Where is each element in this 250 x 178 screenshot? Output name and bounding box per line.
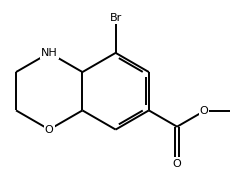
Text: O: O — [199, 106, 208, 116]
Text: O: O — [173, 159, 182, 169]
Text: NH: NH — [41, 48, 58, 58]
Text: Br: Br — [110, 13, 122, 23]
Text: O: O — [45, 125, 54, 135]
